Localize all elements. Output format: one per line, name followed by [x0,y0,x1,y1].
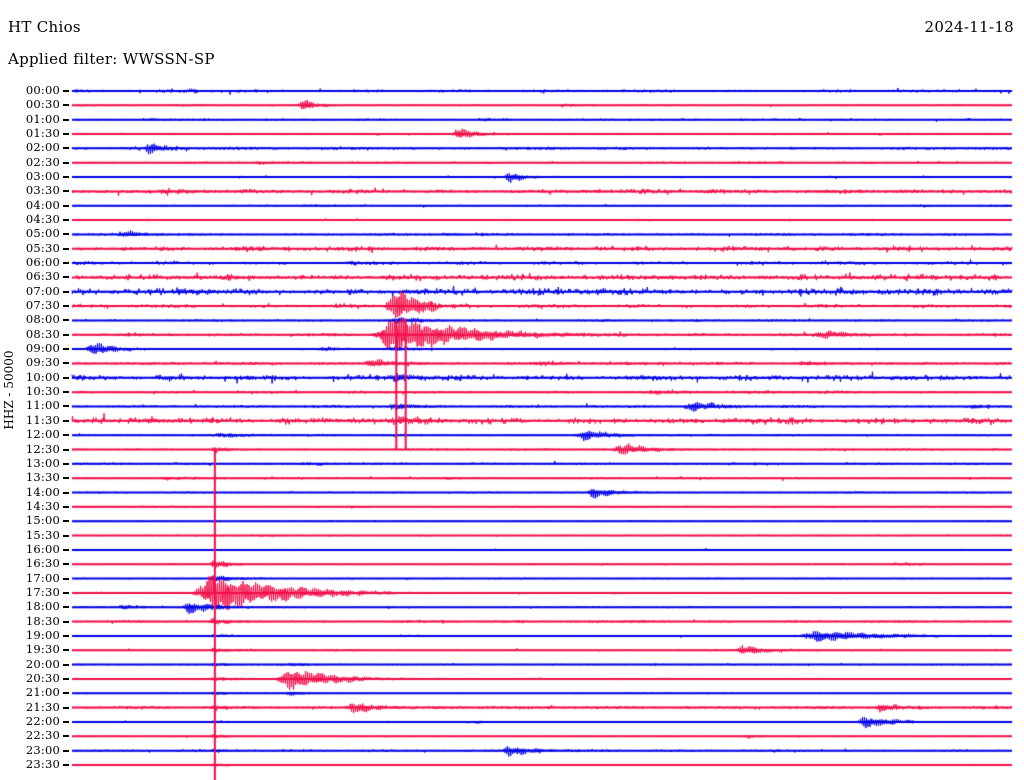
seismogram-traces [0,0,1024,780]
helicorder-page: HT Chios Applied filter: WWSSN-SP 2024-1… [0,0,1024,780]
